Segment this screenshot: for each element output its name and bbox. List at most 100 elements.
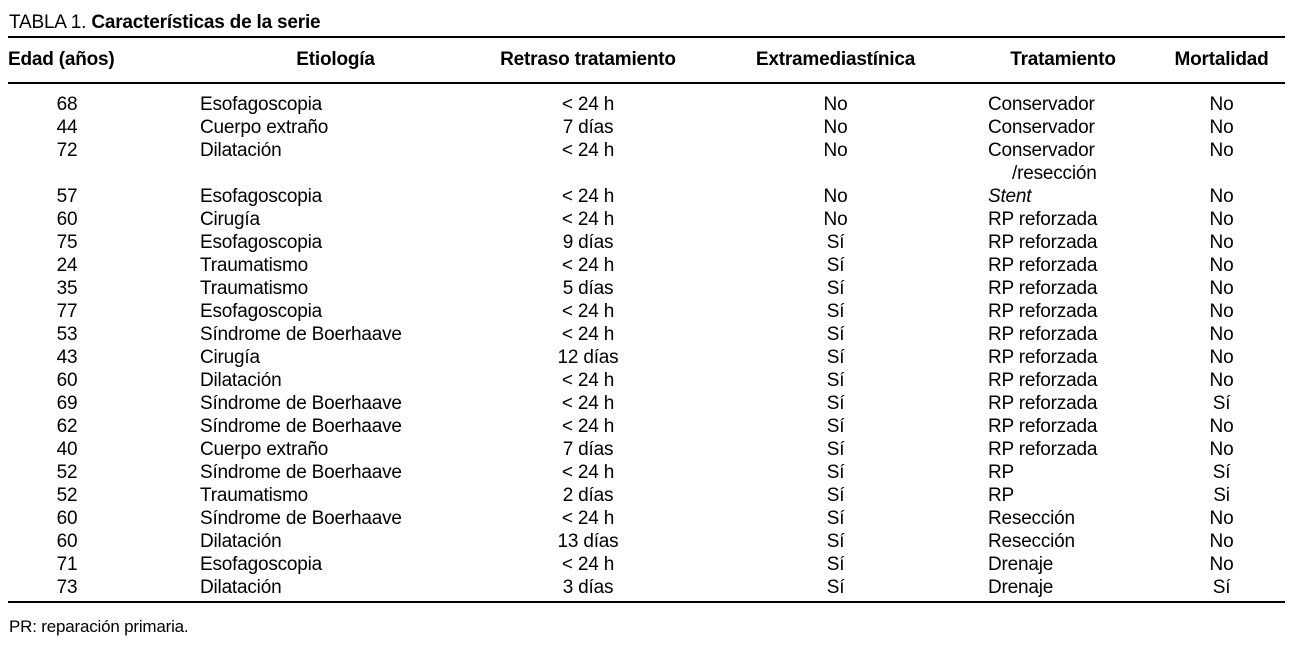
cell-edad: 72 bbox=[56, 140, 78, 161]
cell-retraso: 12 días bbox=[557, 347, 619, 368]
cell-edad: 77 bbox=[56, 301, 78, 322]
cell-retraso: 7 días bbox=[562, 439, 614, 460]
cell-etiologia: Dilatación bbox=[200, 577, 282, 598]
cell-mortalidad: Sí bbox=[1212, 393, 1231, 414]
table-footnote: PR: reparación primaria. bbox=[9, 617, 189, 636]
cell-mortalidad: No bbox=[1209, 255, 1234, 276]
cell-retraso: < 24 h bbox=[561, 94, 615, 115]
cell-etiologia: Dilatación bbox=[200, 370, 282, 391]
cell-tratamiento: Stent bbox=[988, 186, 1032, 207]
cell-edad: 60 bbox=[56, 508, 78, 529]
cell-extra: Sí bbox=[826, 393, 845, 414]
cell-extra: Sí bbox=[826, 531, 845, 552]
cell-retraso: < 24 h bbox=[561, 186, 615, 207]
table-row: 72 Dilatación < 24 h No Conservador/resecció… bbox=[8, 139, 1285, 185]
cell-edad: 62 bbox=[56, 416, 78, 437]
cell-mortalidad: Sí bbox=[1212, 462, 1231, 483]
cell-retraso: < 24 h bbox=[561, 462, 615, 483]
cell-edad: 52 bbox=[56, 462, 78, 483]
cell-extra: No bbox=[823, 94, 848, 115]
cell-etiologia: Síndrome de Boerhaave bbox=[200, 416, 402, 437]
cell-mortalidad: No bbox=[1209, 209, 1234, 230]
table-row: 69 Síndrome de Boerhaave < 24 h Sí RP reforz… bbox=[8, 392, 1285, 415]
table-row: 62 Síndrome de Boerhaave < 24 h Sí RP reforz… bbox=[8, 415, 1285, 438]
cell-edad: 52 bbox=[56, 485, 78, 506]
table-row: 24 Traumatismo < 24 h Sí RP reforzada No bbox=[8, 254, 1285, 277]
cell-etiologia: Dilatación bbox=[200, 531, 282, 552]
cell-mortalidad: Si bbox=[1213, 485, 1230, 506]
cell-extra: No bbox=[823, 209, 848, 230]
cell-etiologia: Traumatismo bbox=[200, 485, 308, 506]
cell-extra: No bbox=[823, 186, 848, 207]
table-row: 75 Esofagoscopia 9 días Sí RP reforzada No bbox=[8, 231, 1285, 254]
cell-tratamiento: Drenaje bbox=[988, 577, 1054, 598]
cell-extra: Sí bbox=[826, 278, 845, 299]
cell-extra: Sí bbox=[826, 485, 845, 506]
cell-edad: 60 bbox=[56, 209, 78, 230]
cell-edad: 71 bbox=[56, 554, 78, 575]
cell-extra: Sí bbox=[826, 508, 845, 529]
cell-tratamiento: RP reforzada bbox=[988, 324, 1098, 345]
cell-retraso: < 24 h bbox=[561, 508, 615, 529]
cell-extra: Sí bbox=[826, 370, 845, 391]
cell-edad: 73 bbox=[56, 577, 78, 598]
cell-retraso: 13 días bbox=[557, 531, 619, 552]
table-row: 53 Síndrome de Boerhaave < 24 h Sí RP reforz… bbox=[8, 323, 1285, 346]
cell-extra: Sí bbox=[826, 347, 845, 368]
cell-mortalidad: No bbox=[1209, 186, 1234, 207]
cell-mortalidad: No bbox=[1209, 439, 1234, 460]
cell-edad: 35 bbox=[56, 278, 78, 299]
cell-etiologia: Dilatación bbox=[200, 140, 282, 161]
cell-extra: Sí bbox=[826, 462, 845, 483]
cell-edad: 40 bbox=[56, 439, 78, 460]
cell-extra: Sí bbox=[826, 439, 845, 460]
cell-tratamiento: Resección bbox=[988, 508, 1075, 529]
cell-retraso: < 24 h bbox=[561, 140, 615, 161]
cell-extra: No bbox=[823, 140, 848, 161]
cell-extra: No bbox=[823, 117, 848, 138]
cell-edad: 75 bbox=[56, 232, 78, 253]
cell-tratamiento: Resección bbox=[988, 531, 1075, 552]
column-header-extramediastinica: Extramediastínica bbox=[755, 49, 916, 70]
table-row: 60 Cirugía < 24 h No RP reforzada No bbox=[8, 208, 1285, 231]
cell-edad: 44 bbox=[56, 117, 78, 138]
cell-mortalidad: No bbox=[1209, 324, 1234, 345]
column-header-retraso: Retraso tratamiento bbox=[500, 49, 676, 70]
cell-mortalidad: No bbox=[1209, 140, 1234, 161]
cell-edad: 68 bbox=[56, 94, 78, 115]
table-row: 52 Traumatismo 2 días Sí RP Si bbox=[8, 484, 1285, 507]
cell-etiologia: Esofagoscopia bbox=[200, 301, 323, 322]
table-row: 43 Cirugía 12 días Sí RP reforzada No bbox=[8, 346, 1285, 369]
cell-mortalidad: No bbox=[1209, 416, 1234, 437]
cell-edad: 60 bbox=[56, 531, 78, 552]
cell-tratamiento: RP reforzada bbox=[988, 255, 1098, 276]
cell-retraso: 3 días bbox=[562, 577, 614, 598]
cell-extra: Sí bbox=[826, 301, 845, 322]
cell-retraso: < 24 h bbox=[561, 324, 615, 345]
cell-tratamiento: RP bbox=[988, 462, 1014, 483]
table-row: 40 Cuerpo extraño 7 días Sí RP reforzada No bbox=[8, 438, 1285, 461]
table-row: 60 Síndrome de Boerhaave < 24 h Sí Resección… bbox=[8, 507, 1285, 530]
table-row: 60 Dilatación 13 días Sí Resección No bbox=[8, 530, 1285, 553]
cell-tratamiento-line2: /resección bbox=[1012, 163, 1097, 184]
cell-mortalidad: No bbox=[1209, 117, 1234, 138]
table-header: Edad (años) Etiología Retraso tratamient… bbox=[8, 37, 1285, 83]
cell-edad: 53 bbox=[56, 324, 78, 345]
cell-tratamiento: RP reforzada bbox=[988, 439, 1098, 460]
cell-mortalidad: No bbox=[1209, 531, 1234, 552]
cell-retraso: < 24 h bbox=[561, 370, 615, 391]
cell-tratamiento: Conservador bbox=[988, 94, 1095, 115]
cell-edad: 24 bbox=[56, 255, 78, 276]
table-body: 68 Esofagoscopia < 24 h No Conservador No 44 Cu… bbox=[8, 83, 1285, 602]
cell-retraso: < 24 h bbox=[561, 416, 615, 437]
cell-edad: 69 bbox=[56, 393, 78, 414]
cell-tratamiento: Drenaje bbox=[988, 554, 1054, 575]
cell-retraso: 7 días bbox=[562, 117, 614, 138]
cell-etiologia: Cirugía bbox=[200, 347, 260, 368]
cell-retraso: 9 días bbox=[562, 232, 614, 253]
cell-retraso: < 24 h bbox=[561, 209, 615, 230]
cell-mortalidad: No bbox=[1209, 508, 1234, 529]
cell-retraso: 5 días bbox=[562, 278, 614, 299]
cell-mortalidad: No bbox=[1209, 347, 1234, 368]
